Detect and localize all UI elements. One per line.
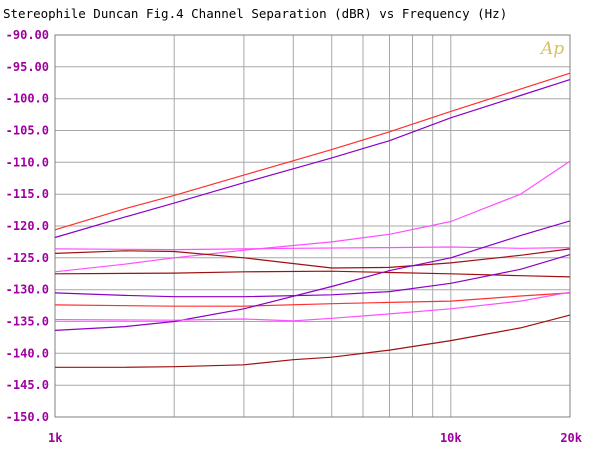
y-tick-label: -100.0 bbox=[6, 92, 49, 106]
y-axis-ticks: -90.00 -95.00 -100.0 -105.0 -110.0 -115.0 -120… bbox=[6, 28, 49, 424]
y-tick-label: -145.0 bbox=[6, 378, 49, 392]
x-tick-label: 1k bbox=[48, 431, 63, 445]
series-line-1 bbox=[54, 72, 571, 231]
x-axis-ticks: 1k 10k 20k bbox=[48, 431, 583, 445]
y-tick-label: -135.0 bbox=[6, 315, 49, 329]
series-line-9 bbox=[54, 220, 571, 331]
series-line-3 bbox=[54, 160, 571, 273]
y-tick-label: -125.0 bbox=[6, 251, 49, 265]
ap-logo: Ap bbox=[539, 39, 564, 59]
x-tick-label: 20k bbox=[560, 431, 582, 445]
y-tick-label: -90.00 bbox=[6, 28, 49, 42]
series-line-11 bbox=[55, 314, 571, 368]
series-line-2 bbox=[54, 79, 571, 239]
y-tick-label: -115.0 bbox=[6, 187, 49, 201]
plot-frame bbox=[54, 34, 571, 418]
x-tick-label: 10k bbox=[440, 431, 462, 445]
y-tick-label: -150.0 bbox=[6, 410, 49, 424]
grid bbox=[55, 34, 570, 418]
y-tick-label: -95.00 bbox=[6, 60, 49, 74]
y-tick-label: -110.0 bbox=[6, 155, 49, 169]
series-line-7 bbox=[54, 254, 571, 298]
y-tick-label: -140.0 bbox=[6, 346, 49, 360]
chart-title: Stereophile Duncan Fig.4 Channel Separat… bbox=[3, 6, 507, 21]
y-tick-label: -120.0 bbox=[6, 219, 49, 233]
series-line-5 bbox=[54, 248, 571, 269]
series-line-10 bbox=[54, 291, 571, 322]
y-tick-label: -105.0 bbox=[6, 124, 49, 138]
y-tick-label: -130.0 bbox=[6, 283, 49, 297]
series-line-4 bbox=[54, 246, 571, 251]
series-line-6 bbox=[54, 270, 571, 278]
series-group bbox=[54, 72, 571, 368]
series-line-8 bbox=[54, 292, 571, 307]
